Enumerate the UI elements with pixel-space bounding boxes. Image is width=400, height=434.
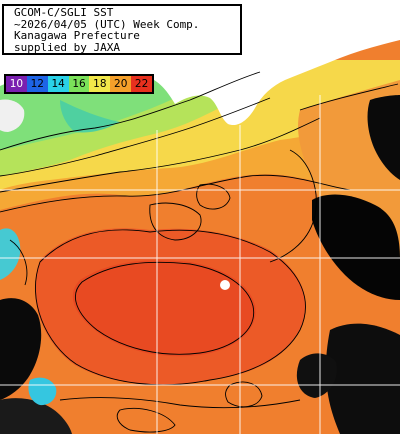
map-title-line2: ~2026/04/05 (UTC) Week Comp. — [14, 17, 200, 31]
map-title-line1: GCOM-C/SGLI SST — [14, 6, 114, 19]
cloud-southwest — [0, 398, 72, 434]
land-island — [220, 280, 230, 290]
sst-core-hot — [72, 260, 256, 357]
legend-item-18: 18 — [89, 76, 111, 92]
map-title-line3: Kanagawa Prefecture — [14, 29, 140, 42]
sst-patch-cyan — [60, 100, 120, 133]
graticule — [0, 95, 400, 434]
sst-southwest-cool — [28, 377, 57, 406]
sst-west-cool — [0, 228, 21, 280]
sst-color-legend: 10 12 14 16 18 20 22 — [4, 74, 154, 94]
cloud-southeast — [325, 323, 400, 434]
cloud-east-1 — [312, 194, 400, 300]
cloud-south-patch — [296, 353, 337, 398]
legend-item-20: 20 — [110, 76, 132, 92]
cloud-east-2 — [367, 95, 400, 180]
contour-lines — [0, 71, 399, 433]
legend-item-22: 22 — [131, 76, 153, 92]
land-west-point — [0, 99, 25, 132]
legend-item-12: 12 — [26, 76, 48, 92]
map-title-line4: supplied by JAXA — [14, 40, 120, 54]
cloud-west — [0, 298, 42, 400]
legend-item-10: 10 — [6, 76, 27, 92]
legend-item-16: 16 — [68, 76, 90, 92]
map-title-box: GCOM-C/SGLI SST ~2026/04/05 (UTC) Week C… — [2, 4, 242, 55]
legend-item-14: 14 — [47, 76, 69, 92]
